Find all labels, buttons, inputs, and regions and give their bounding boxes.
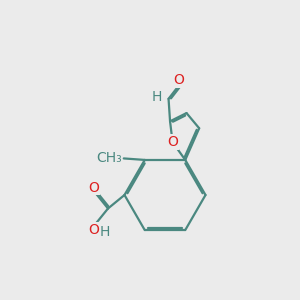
Text: O: O <box>168 135 178 149</box>
Text: CH₃: CH₃ <box>97 152 122 165</box>
Text: O: O <box>88 181 99 194</box>
Text: O: O <box>88 223 99 236</box>
Text: H: H <box>152 90 162 104</box>
Text: O: O <box>174 73 184 87</box>
Text: H: H <box>99 226 110 239</box>
